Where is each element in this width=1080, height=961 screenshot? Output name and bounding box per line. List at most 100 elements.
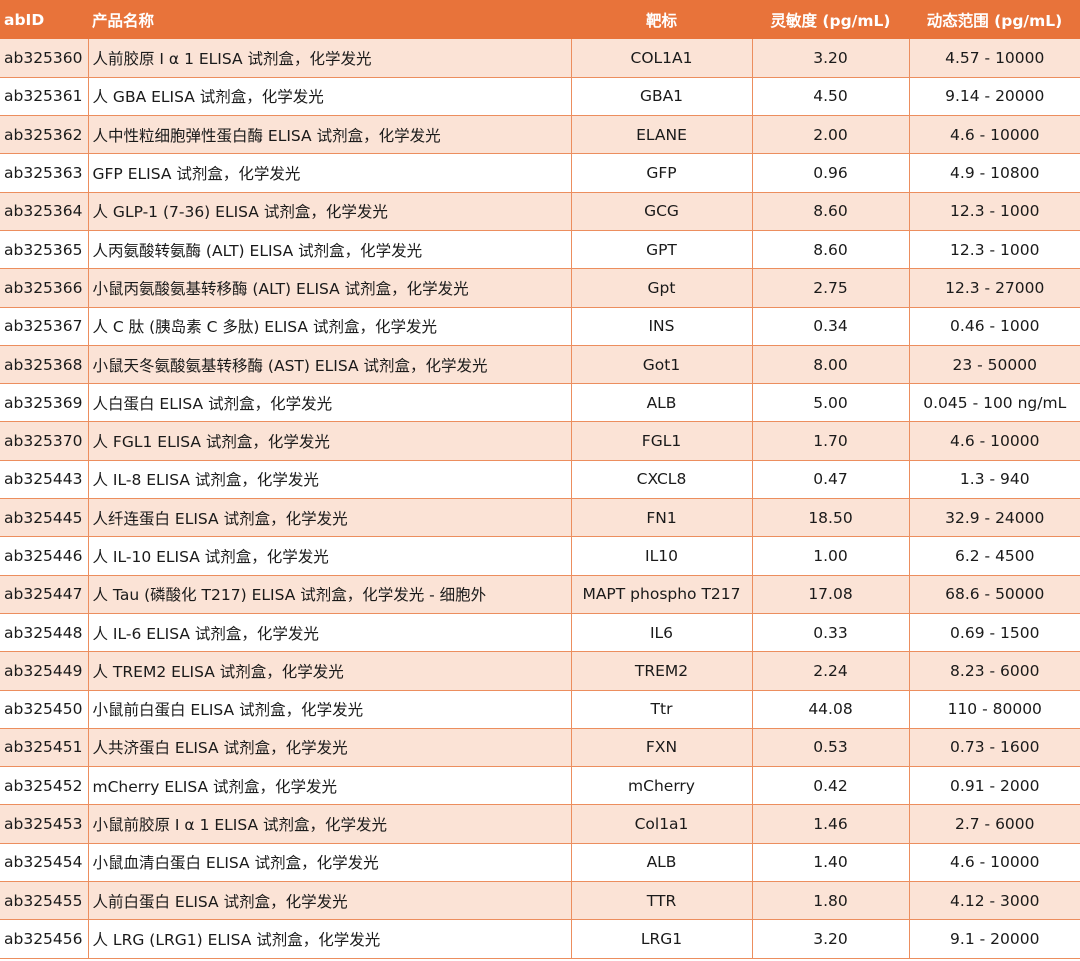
table-row: ab325454 小鼠血清白蛋白 ELISA 试剂盒，化学发光 ALB 1.40 4.6… [0,843,1080,883]
table-row: ab325445 人纤连蛋白 ELISA 试剂盒，化学发光 FN1 18.50 32.9… [0,498,1080,538]
table-row: ab325451 人共济蛋白 ELISA 试剂盒，化学发光 FXN 0.53 0.73 … [0,728,1080,768]
cell-target: TREM2 [571,651,753,691]
cell-abid: ab325452 [0,766,89,806]
cell-dynamic-range: 68.6 - 50000 [909,575,1080,614]
table-row: ab325367 人 C 肽 (胰岛素 C 多肽) ELISA 试剂盒，化学发光 I… [0,307,1080,346]
cell-sensitivity: 1.80 [752,881,910,921]
cell-abid: ab325364 [0,192,89,231]
cell-product-name: 人共济蛋白 ELISA 试剂盒，化学发光 [88,728,572,768]
cell-dynamic-range: 4.6 - 10000 [909,115,1080,155]
cell-abid: ab325446 [0,536,89,576]
cell-abid: ab325368 [0,345,89,385]
header-sensitivity: 灵敏度 (pg/mL) [770,11,891,30]
cell-product-name: 人 Tau (磷酸化 T217) ELISA 试剂盒，化学发光 - 细胞外 [88,575,572,614]
cell-target: Ttr [571,690,753,729]
table-row: ab325448 人 IL-6 ELISA 试剂盒，化学发光 IL6 0.33 0.69… [0,613,1080,653]
cell-product-name: 人 TREM2 ELISA 试剂盒，化学发光 [88,651,572,691]
cell-sensitivity: 8.60 [752,192,910,231]
table-row: ab325361 人 GBA ELISA 试剂盒，化学发光 GBA1 4.50 9.14… [0,77,1080,117]
cell-target: mCherry [571,766,753,806]
cell-target: INS [571,307,753,346]
cell-sensitivity: 0.96 [752,153,910,193]
cell-product-name: 小鼠血清白蛋白 ELISA 试剂盒，化学发光 [88,843,572,883]
cell-abid: ab325448 [0,613,89,653]
cell-dynamic-range: 12.3 - 1000 [909,230,1080,270]
cell-target: MAPT phospho T217 [571,575,753,614]
table-row: ab325364 人 GLP-1 (7-36) ELISA 试剂盒，化学发光 GCG… [0,192,1080,231]
header-product-name: 产品名称 [92,11,155,30]
cell-target: FN1 [571,498,753,538]
cell-sensitivity: 0.34 [752,307,910,346]
table-row: ab325449 人 TREM2 ELISA 试剂盒，化学发光 TREM2 2.24 8… [0,651,1080,691]
cell-dynamic-range: 1.3 - 940 [909,460,1080,500]
cell-dynamic-range: 32.9 - 24000 [909,498,1080,538]
cell-sensitivity: 0.42 [752,766,910,806]
cell-product-name: 人前胶原 I α 1 ELISA 试剂盒，化学发光 [88,39,572,78]
table-row: ab325452 mCherry ELISA 试剂盒，化学发光 mCherry 0.4… [0,766,1080,806]
cell-sensitivity: 4.50 [752,77,910,117]
cell-abid: ab325445 [0,498,89,538]
cell-dynamic-range: 12.3 - 27000 [909,268,1080,308]
cell-abid: ab325369 [0,383,89,423]
cell-product-name: 人 IL-8 ELISA 试剂盒，化学发光 [88,460,572,500]
cell-dynamic-range: 4.9 - 10800 [909,153,1080,193]
cell-product-name: mCherry ELISA 试剂盒，化学发光 [88,766,572,806]
cell-dynamic-range: 0.91 - 2000 [909,766,1080,806]
cell-dynamic-range: 110 - 80000 [909,690,1080,729]
cell-sensitivity: 1.46 [752,804,910,844]
cell-product-name: 人 IL-10 ELISA 试剂盒，化学发光 [88,536,572,576]
cell-product-name: 小鼠前胶原 I α 1 ELISA 试剂盒，化学发光 [88,804,572,844]
cell-dynamic-range: 8.23 - 6000 [909,651,1080,691]
cell-product-name: GFP ELISA 试剂盒，化学发光 [88,153,572,193]
cell-dynamic-range: 2.7 - 6000 [909,804,1080,844]
table-row: ab325455 人前白蛋白 ELISA 试剂盒，化学发光 TTR 1.80 4.12 … [0,881,1080,921]
cell-dynamic-range: 12.3 - 1000 [909,192,1080,231]
cell-product-name: 人 FGL1 ELISA 试剂盒，化学发光 [88,421,572,461]
cell-product-name: 人纤连蛋白 ELISA 试剂盒，化学发光 [88,498,572,538]
cell-product-name: 小鼠前白蛋白 ELISA 试剂盒，化学发光 [88,690,572,729]
cell-target: LRG1 [571,919,753,959]
cell-sensitivity: 18.50 [752,498,910,538]
table-row: ab325447 人 Tau (磷酸化 T217) ELISA 试剂盒，化学发光 … [0,575,1080,614]
table-row: ab325443 人 IL-8 ELISA 试剂盒，化学发光 CXCL8 0.47 1.… [0,460,1080,500]
cell-product-name: 人 C 肽 (胰岛素 C 多肽) ELISA 试剂盒，化学发光 [88,307,572,346]
cell-abid: ab325362 [0,115,89,155]
cell-abid: ab325447 [0,575,89,614]
cell-dynamic-range: 9.1 - 20000 [909,919,1080,959]
table-row: ab325362 人中性粒细胞弹性蛋白酶 ELISA 试剂盒，化学发光 ELANE 2… [0,115,1080,155]
cell-sensitivity: 0.53 [752,728,910,768]
cell-target: FXN [571,728,753,768]
cell-sensitivity: 3.20 [752,919,910,959]
table-row: ab325365 人丙氨酸转氨酶 (ALT) ELISA 试剂盒，化学发光 GPT 8… [0,230,1080,270]
cell-dynamic-range: 0.69 - 1500 [909,613,1080,653]
cell-product-name: 人 IL-6 ELISA 试剂盒，化学发光 [88,613,572,653]
cell-target: ALB [571,383,753,423]
table-row: ab325366 小鼠丙氨酸氨基转移酶 (ALT) ELISA 试剂盒，化学发光 G… [0,268,1080,308]
cell-sensitivity: 2.24 [752,651,910,691]
cell-product-name: 人中性粒细胞弹性蛋白酶 ELISA 试剂盒，化学发光 [88,115,572,155]
table-row: ab325450 小鼠前白蛋白 ELISA 试剂盒，化学发光 Ttr 44.08 110… [0,690,1080,729]
table-row: ab325360 人前胶原 I α 1 ELISA 试剂盒，化学发光 COL1A1 3… [0,39,1080,78]
cell-abid: ab325450 [0,690,89,729]
cell-product-name: 人 GBA ELISA 试剂盒，化学发光 [88,77,572,117]
cell-abid: ab325366 [0,268,89,308]
cell-abid: ab325365 [0,230,89,270]
cell-product-name: 人前白蛋白 ELISA 试剂盒，化学发光 [88,881,572,921]
cell-dynamic-range: 0.46 - 1000 [909,307,1080,346]
cell-product-name: 人 GLP-1 (7-36) ELISA 试剂盒，化学发光 [88,192,572,231]
cell-sensitivity: 0.33 [752,613,910,653]
cell-product-name: 人 LRG (LRG1) ELISA 试剂盒，化学发光 [88,919,572,959]
table-body: ab325360 人前胶原 I α 1 ELISA 试剂盒，化学发光 COL1A1 3… [0,39,1080,959]
cell-abid: ab325361 [0,77,89,117]
cell-dynamic-range: 0.045 - 100 ng/mL [909,383,1080,423]
cell-dynamic-range: 4.57 - 10000 [909,39,1080,78]
cell-abid: ab325370 [0,421,89,461]
cell-target: ALB [571,843,753,883]
header-target: 靶标 [645,11,677,30]
cell-sensitivity: 2.00 [752,115,910,155]
cell-target: GFP [571,153,753,193]
cell-product-name: 人白蛋白 ELISA 试剂盒，化学发光 [88,383,572,423]
table-row: ab325369 人白蛋白 ELISA 试剂盒，化学发光 ALB 5.00 0.045 … [0,383,1080,423]
cell-product-name: 小鼠天冬氨酸氨基转移酶 (AST) ELISA 试剂盒，化学发光 [88,345,572,385]
